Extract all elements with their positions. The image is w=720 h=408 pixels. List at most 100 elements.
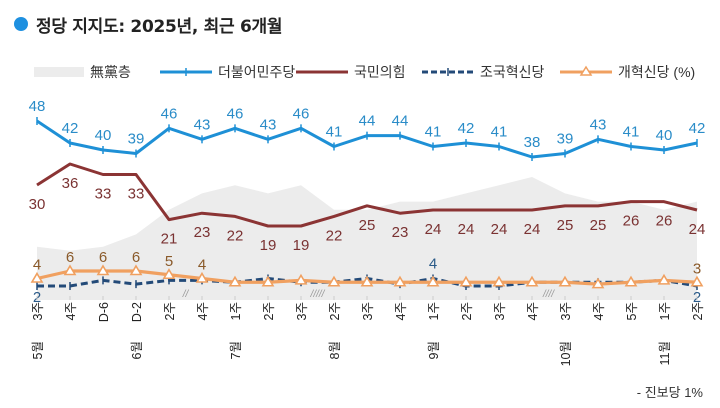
x-tick-label-week: 2주 — [460, 302, 474, 320]
triangle-marker — [492, 275, 506, 287]
data-label: 48 — [29, 98, 46, 115]
triangle-marker — [63, 264, 77, 276]
x-tick-label-month: 11월 — [658, 341, 672, 365]
data-label: 23 — [392, 224, 409, 241]
triangle-marker — [393, 275, 407, 287]
data-label: 46 — [161, 105, 178, 122]
data-label: 40 — [656, 127, 673, 144]
data-label: 24 — [689, 221, 706, 238]
x-tick-label-month: 9월 — [427, 341, 441, 359]
x-tick-label-month: 5월 — [31, 341, 45, 359]
x-tick-label-week: 5주 — [625, 302, 639, 320]
data-label: 26 — [623, 213, 640, 230]
triangle-marker — [261, 275, 275, 287]
triangle-marker — [690, 275, 704, 287]
x-tick-label-week: 4주 — [196, 302, 210, 320]
data-label: 6 — [66, 249, 74, 266]
x-tick-label-week: 3주 — [361, 302, 375, 320]
data-label: 23 — [194, 224, 211, 241]
data-label: 41 — [623, 124, 640, 141]
x-tick-label-week: 1주 — [427, 302, 441, 320]
data-label: 39 — [128, 131, 145, 148]
series-2 — [36, 162, 698, 228]
data-label: 22 — [227, 227, 244, 244]
triangle-marker — [228, 275, 242, 287]
legend-item: 無黨층 — [34, 64, 131, 80]
axis-break-mark: ///// — [310, 289, 326, 300]
triangle-marker — [657, 273, 671, 285]
data-label: 25 — [359, 217, 376, 234]
data-label: 19 — [260, 237, 277, 254]
axis-break-mark: //// — [542, 289, 555, 300]
title-bullet-icon — [14, 17, 28, 31]
x-tick-label-week: 1주 — [658, 302, 672, 320]
x-tick-label-week: 3주 — [559, 302, 573, 320]
data-label: 22 — [326, 227, 343, 244]
x-tick-label-week: 1주 — [229, 302, 243, 320]
data-label: 46 — [227, 105, 244, 122]
data-label: 43 — [260, 116, 277, 133]
data-label: 25 — [590, 217, 607, 234]
legend-item: 국민의힘 — [296, 64, 406, 80]
triangle-marker — [591, 277, 605, 289]
data-label: 42 — [689, 120, 706, 137]
data-label: 40 — [95, 127, 112, 144]
data-label: 44 — [392, 113, 409, 130]
area-series-mudang — [37, 177, 697, 300]
x-tick-label-week: 2주 — [328, 302, 342, 320]
data-label: 3 — [693, 260, 701, 277]
legend-item: 조국혁신당 — [422, 64, 545, 80]
triangle-marker — [30, 271, 44, 283]
data-label: 36 — [62, 175, 79, 192]
chart-title-bar: 정당 지지도: 2025년, 최근 6개월 — [14, 12, 282, 37]
x-tick-label-week: 2주 — [262, 302, 276, 320]
triangle-marker — [327, 275, 341, 287]
data-label: 4 — [33, 257, 41, 274]
footnote: - 진보당 1% — [637, 385, 704, 400]
data-label: 25 — [557, 217, 574, 234]
data-label: 5 — [165, 253, 173, 270]
data-label: 6 — [132, 249, 140, 266]
data-label: 30 — [29, 196, 46, 213]
data-label: 33 — [95, 186, 112, 203]
triangle-marker — [129, 264, 143, 276]
triangle-marker — [195, 271, 209, 283]
triangle-marker — [525, 275, 539, 287]
triangle-marker — [624, 275, 638, 287]
legend-label: 국민의힘 — [354, 64, 406, 80]
data-label: 42 — [62, 120, 79, 137]
x-tick-label-week: 3주 — [493, 302, 507, 320]
data-label: 24 — [458, 221, 475, 238]
triangle-marker — [162, 268, 176, 280]
data-label: 41 — [425, 124, 442, 141]
data-label: 4 — [429, 256, 437, 273]
triangle-marker — [294, 273, 308, 285]
area-layer — [37, 177, 697, 300]
legend: 無黨층 더불어민주당 국민의힘 조국혁신당 개혁신당 (%) — [34, 64, 695, 80]
data-label: 24 — [491, 221, 508, 238]
x-axis: 3주 5월 4주 D-6 D-2 6월 2주 4주 1주 7월 2주 3주 2주 8월 3주 4주 1주 9월 2주… — [31, 289, 705, 366]
data-label: 4 — [198, 257, 206, 274]
series-4 — [30, 264, 704, 289]
x-tick-label-month: 6월 — [130, 341, 144, 359]
data-label: 33 — [128, 186, 145, 203]
data-label: 42 — [458, 120, 475, 137]
data-label: 21 — [161, 231, 178, 248]
legend-label: 無黨층 — [90, 64, 131, 80]
triangle-marker — [459, 275, 473, 287]
x-tick-label-week: 4주 — [526, 302, 540, 320]
data-label: 44 — [359, 113, 376, 130]
axis-break-mark: // — [182, 289, 190, 300]
data-label: 6 — [99, 249, 107, 266]
x-tick-label-week: D-2 — [130, 302, 144, 322]
x-tick-label-week: 3주 — [295, 302, 309, 320]
data-label: 38 — [524, 134, 541, 151]
x-tick-label-week: 3주 — [31, 302, 45, 320]
x-tick-label-week: 2주 — [691, 302, 705, 320]
data-label: 24 — [425, 221, 442, 238]
series-1 — [36, 117, 698, 161]
data-label: 46 — [293, 105, 310, 122]
data-label: 19 — [293, 237, 310, 254]
